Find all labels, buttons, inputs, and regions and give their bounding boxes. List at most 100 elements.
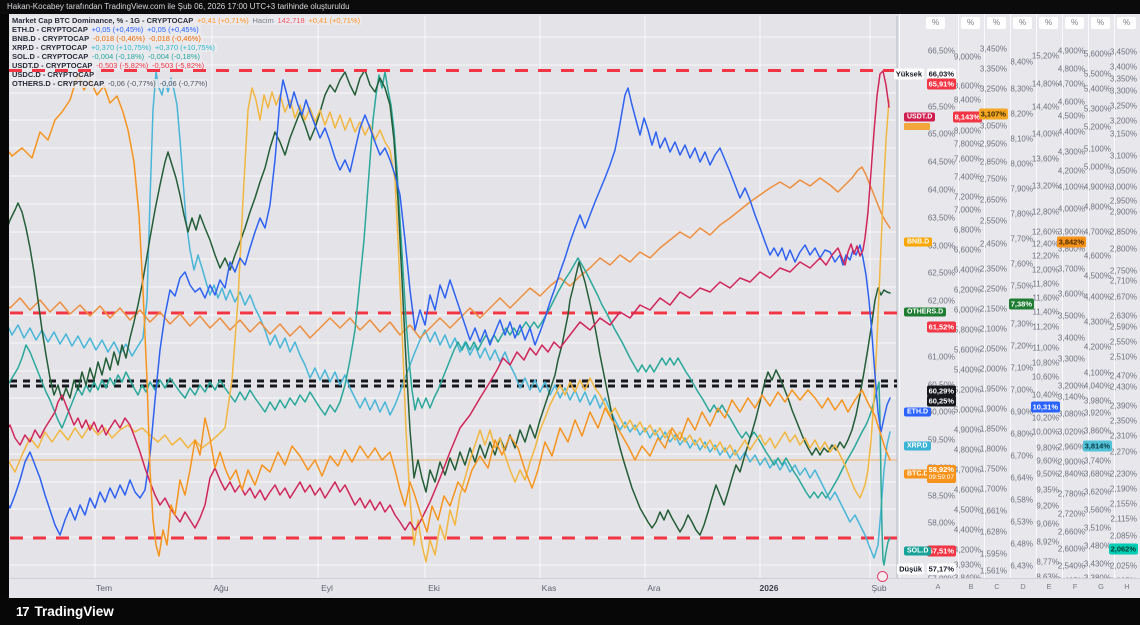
scale-letter-button-G[interactable]: G <box>1098 582 1104 591</box>
scale-tick: 2,710% <box>1109 276 1137 286</box>
scale-tick: 3,100% <box>1109 151 1137 161</box>
scale-letter-button-A[interactable]: A <box>935 582 941 591</box>
legend-row-sol.d[interactable]: SOL.D - CRYPTOCAP -0,004 (-0,18%) -0,004… <box>10 52 362 61</box>
scale-tick: 2,550% <box>1109 337 1137 347</box>
scale-tick: 5,200% <box>953 385 981 395</box>
scale-tick: 5,000% <box>1083 162 1111 172</box>
series-line-others.d[interactable] <box>9 69 891 536</box>
legend-symbol-name: Market Cap BTC Dominance, % - 1G - CRYPT… <box>12 16 194 25</box>
scale-tick: 7,00% <box>1010 385 1033 395</box>
series-line-btc.d[interactable] <box>9 73 891 557</box>
scale-tick: 4,200% <box>1083 342 1111 352</box>
scale-tick: 11,00% <box>1032 343 1059 353</box>
scale-tick: 1,561% <box>979 566 1007 576</box>
scale-tick: 1,850% <box>979 424 1007 434</box>
scale-tick: 11,60% <box>1032 293 1059 303</box>
time-axis[interactable]: Tem Ağu Eyl Eki Kas Ara 2026 Şub <box>9 578 1140 598</box>
scale-letter-button-F[interactable]: F <box>1072 582 1078 591</box>
scale-label-6591: 65,91% <box>926 78 956 90</box>
scale-tick: 2,390% <box>1109 401 1137 411</box>
scale-tick: 2,660% <box>1057 527 1085 537</box>
legend-value: +0,05 (+0,45%) <box>143 25 199 34</box>
scale-tick: 12,60% <box>1031 227 1059 237</box>
series-line-eth.d[interactable] <box>9 79 891 536</box>
price-label-others.d: 7,38% <box>1008 298 1034 310</box>
scale-tick: 3,050% <box>1109 166 1137 176</box>
legend-symbol-name: XRP.D - CRYPTOCAP <box>12 43 88 52</box>
scale-tick: 4,300% <box>1083 317 1111 327</box>
percent-scale-button-A[interactable]: % <box>926 17 945 29</box>
legend-row-bnb.d[interactable]: BNB.D - CRYPTOCAP -0,018 (-0,46%) -0,018… <box>10 34 362 43</box>
series-line-usdc.d[interactable] <box>9 87 890 563</box>
legend-row-others.d[interactable]: OTHERS.D - CRYPTOCAP -0,06 (-0,77%) -0,0… <box>10 79 362 88</box>
price-scale-sol.d[interactable]: 3,450% 3,400% 3,350% 3,300% 3,250% 3,200% 3,15… <box>1108 14 1140 586</box>
scale-tick: 1,628% <box>979 527 1007 537</box>
legend-row-usdc.d[interactable]: USDC.D - CRYPTOCAP <box>10 70 362 79</box>
scale-letter-button-B[interactable]: B <box>968 582 974 591</box>
price-label-sol.d: 2,062% <box>1108 543 1138 555</box>
scale-tick: 4,600% <box>953 485 981 495</box>
legend-row-xrp.d[interactable]: XRP.D - CRYPTOCAP +0,370 (+10,75%) +0,37… <box>10 43 362 52</box>
percent-scale-button-G[interactable]: % <box>1091 17 1110 29</box>
scale-tick: 6,800% <box>953 225 981 235</box>
countdown-clock-icon[interactable] <box>877 571 888 582</box>
scale-letter-button-H[interactable]: H <box>1124 582 1130 591</box>
price-scale-usdc.d[interactable]: 3,450% 3,350% 3,250% 3,050% 2,950% 2,850% 2,75… <box>978 14 1010 592</box>
scale-tick: 4,100% <box>1083 368 1111 378</box>
scale-tick: 1,750% <box>979 464 1007 474</box>
time-axis-label-ara: Ara <box>647 583 661 593</box>
scale-tick: 3,400% <box>1057 333 1085 343</box>
scale-tick: 5,800% <box>953 325 981 335</box>
scale-letter-button-C[interactable]: C <box>994 582 1000 591</box>
scale-tick: 4,900% <box>1083 182 1111 192</box>
series-line-bnb.d[interactable] <box>9 166 891 339</box>
price-chart[interactable] <box>9 14 1140 598</box>
scale-tick: 2,960% <box>1057 442 1085 452</box>
legend-row-usdt.d[interactable]: USDT.D - CRYPTOCAP -0,503 (-5,82%) -0,50… <box>10 61 362 70</box>
percent-scale-button-D[interactable]: % <box>1013 17 1032 29</box>
scale-tick: 3,200% <box>1109 116 1137 126</box>
scale-tick: 3,800% <box>1057 244 1085 254</box>
chart-legend[interactable]: Market Cap BTC Dominance, % - 1G - CRYPT… <box>10 16 363 88</box>
legend-row-eth.d[interactable]: ETH.D - CRYPTOCAP +0,05 (+0,45%) +0,05 (… <box>10 25 362 34</box>
scale-tick: 2,540% <box>1057 561 1085 571</box>
price-scale-usdt.d[interactable]: 9,000% 8,600% 8,400% 8,000% 7,800% 7,600% 7,40… <box>952 14 984 596</box>
scale-tick: 8,00% <box>1010 159 1033 169</box>
series-line-usdt.d[interactable] <box>9 70 890 531</box>
scale-label-Düşük: Düşük <box>897 563 924 575</box>
percent-scale-button-H[interactable]: % <box>1117 17 1136 29</box>
price-scale-eth.d[interactable]: 15,20% 14,80% 14,40% 14,00% 13,60% 13,20% 12,8… <box>1030 14 1062 597</box>
percent-scale-button-F[interactable]: % <box>1065 17 1084 29</box>
scale-tick: 3,350% <box>979 64 1007 74</box>
price-scale-bnb.d[interactable]: 4,900% 4,800% 4,700% 4,600% 4,500% 4,400% 4,30… <box>1056 14 1088 586</box>
percent-scale-button-B[interactable]: % <box>961 17 980 29</box>
scale-tick: 4,600% <box>1083 251 1111 261</box>
scale-letter-button-D[interactable]: D <box>1020 582 1026 591</box>
tradingview-logo[interactable]: 17 TradingView <box>16 604 114 619</box>
scale-tick: 7,400% <box>953 172 981 182</box>
scale-tick: 5,400% <box>1083 84 1111 94</box>
price-scale-others.d[interactable]: 8,40% 8,30% 8,20% 8,10% 8,00% 7,90% 7,80% 7,70%… <box>1008 14 1036 591</box>
time-axis-label-eki: Eki <box>428 583 440 593</box>
legend-row-market[interactable]: Market Cap BTC Dominance, % - 1G - CRYPT… <box>10 16 363 25</box>
scale-tick: 2,550% <box>979 216 1007 226</box>
scale-tick: 2,600% <box>1057 544 1085 554</box>
scale-tick: 8,000% <box>953 126 981 136</box>
scale-letter-button-E[interactable]: E <box>1046 582 1052 591</box>
scale-tick: 6,58% <box>1010 495 1033 505</box>
footer-bar: 17 TradingView <box>0 598 1140 625</box>
scale-tick: 7,000% <box>953 205 981 215</box>
scale-tick: 2,050% <box>979 344 1007 354</box>
scale-tick: 12,20% <box>1031 251 1059 261</box>
price-scale-main[interactable]: 66,50% 65,50% 65,00% 64,50% 64,00% 63,50% 63,0… <box>893 14 958 584</box>
series-line-sol.d[interactable] <box>9 71 891 566</box>
horizontal-line-65-91[interactable] <box>9 69 898 72</box>
percent-scale-button-E[interactable]: % <box>1039 17 1058 29</box>
symbol-label-bnb.d: BNB.D <box>904 237 933 247</box>
scale-tick: 2,470% <box>1109 371 1137 381</box>
scale-tick: 2,850% <box>979 157 1007 167</box>
scale-tick: 4,700% <box>1057 79 1085 89</box>
scale-tick: 7,800% <box>953 139 981 149</box>
scale-tick: 63,00% <box>927 241 955 251</box>
percent-scale-button-C[interactable]: % <box>987 17 1006 29</box>
